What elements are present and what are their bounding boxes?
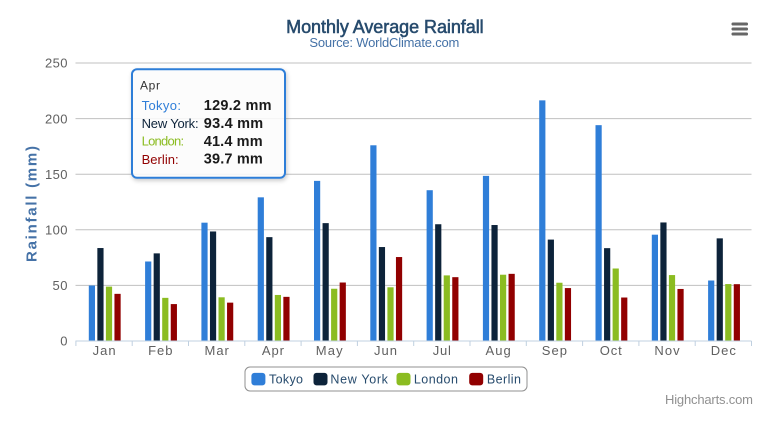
svg-text:Aug: Aug	[486, 343, 511, 358]
svg-text:London: London	[414, 373, 458, 387]
svg-text:150: 150	[45, 167, 68, 182]
svg-text:Sep: Sep	[542, 343, 567, 358]
svg-text:0: 0	[60, 334, 67, 349]
svg-text:Tokyo: Tokyo	[269, 373, 303, 387]
svg-text:93.4 mm: 93.4 mm	[204, 116, 263, 132]
svg-text:Nov: Nov	[654, 343, 680, 358]
svg-text:Jul: Jul	[433, 343, 451, 358]
svg-text:Monthly Average Rainfall: Monthly Average Rainfall	[286, 17, 484, 37]
svg-text:Jun: Jun	[374, 343, 397, 358]
svg-text:New York:: New York:	[142, 116, 199, 131]
svg-text:Source: WorldClimate.com: Source: WorldClimate.com	[309, 35, 459, 50]
svg-text:May: May	[316, 343, 343, 358]
svg-text:Apr: Apr	[262, 343, 285, 358]
svg-text:Mar: Mar	[205, 343, 230, 358]
svg-text:50: 50	[53, 278, 68, 293]
svg-text:Apr: Apr	[140, 79, 160, 93]
svg-text:200: 200	[45, 111, 68, 126]
svg-text:Rainfall (mm): Rainfall (mm)	[23, 146, 40, 262]
svg-text:New York: New York	[330, 373, 388, 387]
svg-text:London:: London:	[142, 133, 185, 148]
svg-text:Jan: Jan	[93, 343, 116, 358]
svg-text:100: 100	[45, 223, 68, 238]
svg-text:Dec: Dec	[711, 343, 737, 358]
svg-text:41.4 mm: 41.4 mm	[204, 134, 263, 150]
svg-text:39.7 mm: 39.7 mm	[204, 152, 263, 168]
svg-text:Tokyo:: Tokyo:	[142, 98, 181, 113]
svg-text:Oct: Oct	[600, 343, 622, 358]
svg-text:250: 250	[45, 56, 68, 71]
svg-text:Highcharts.com: Highcharts.com	[665, 392, 753, 407]
svg-text:129.2 mm: 129.2 mm	[204, 98, 272, 114]
svg-text:Feb: Feb	[148, 343, 172, 358]
svg-text:Berlin: Berlin	[487, 373, 521, 387]
svg-text:Berlin:: Berlin:	[142, 152, 179, 167]
